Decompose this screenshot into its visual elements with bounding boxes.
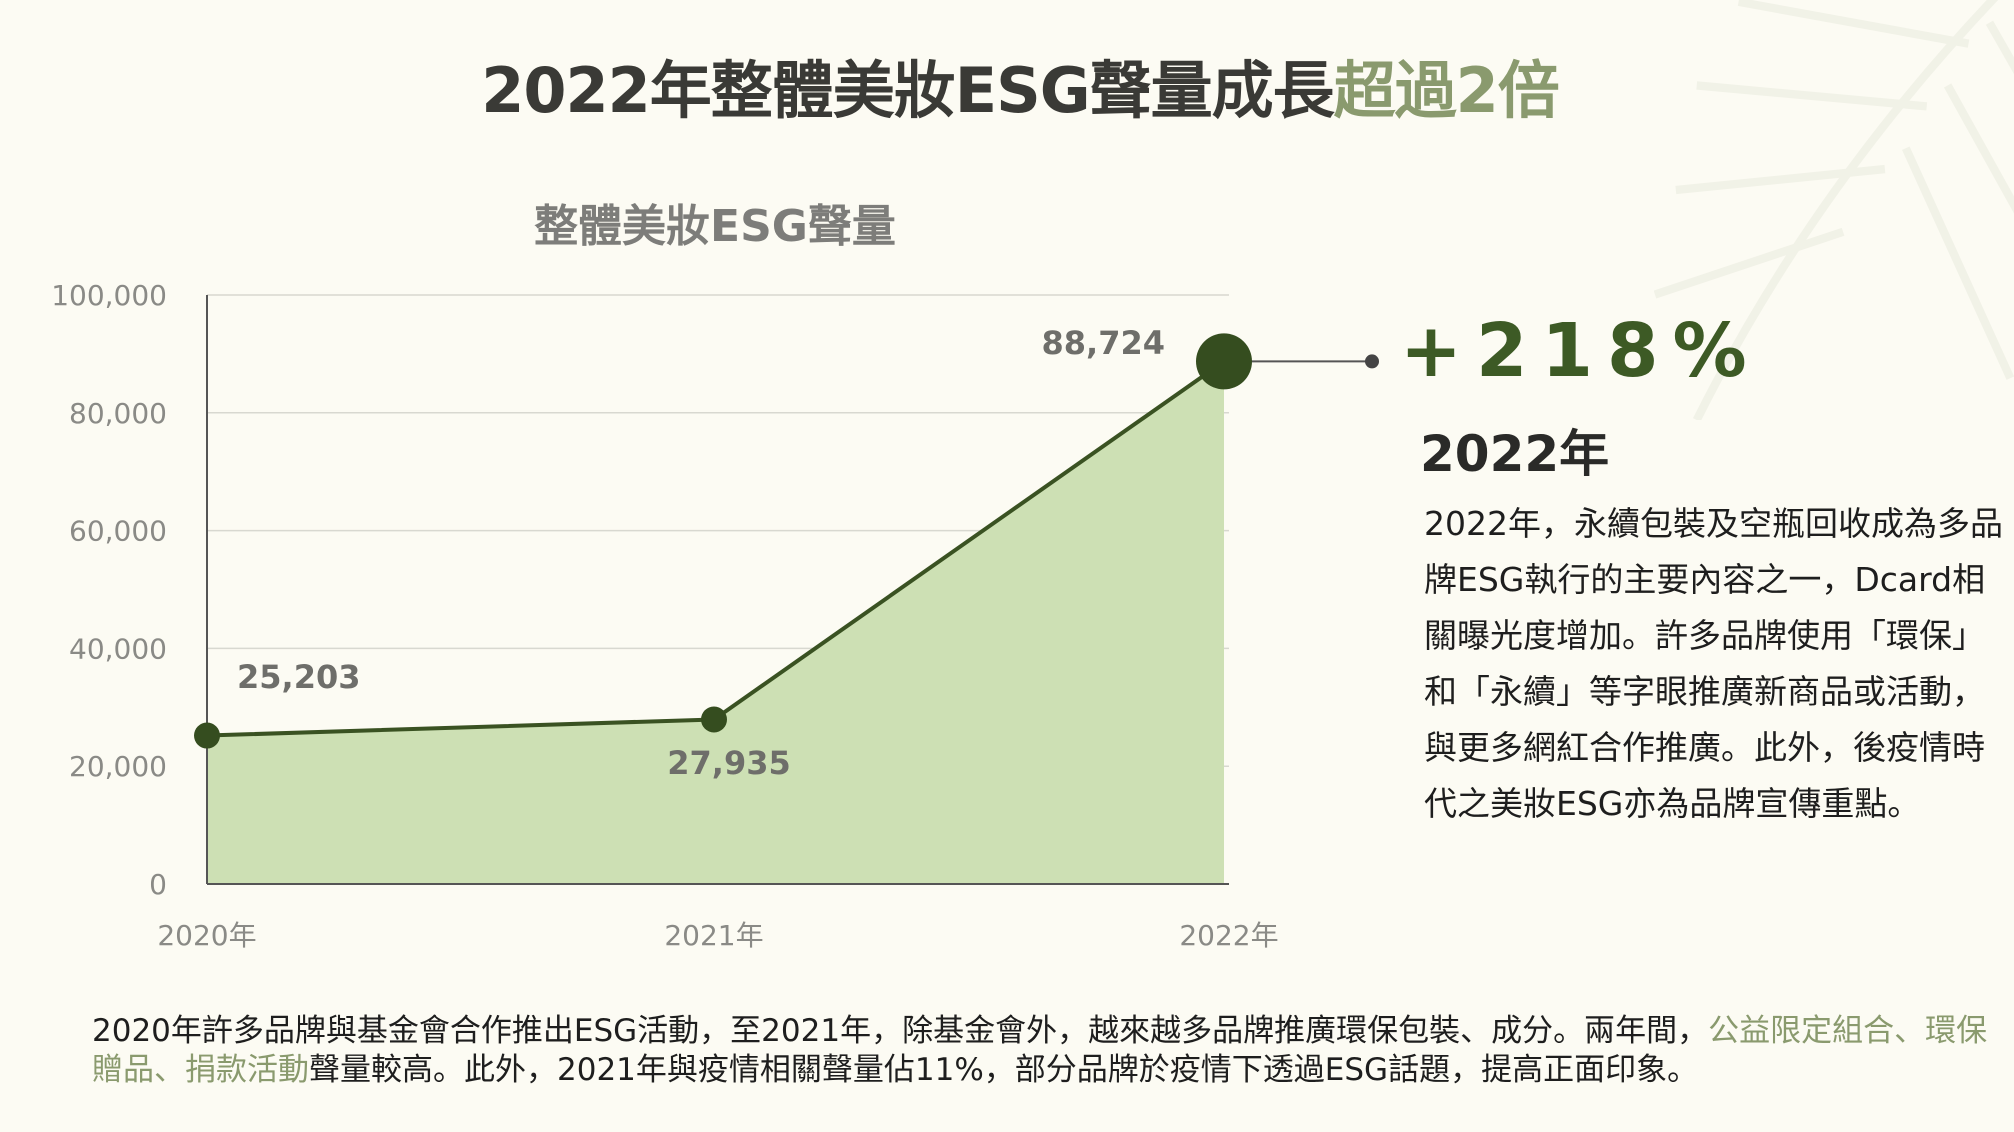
data-label: 25,203 [237, 658, 360, 696]
data-point [1196, 333, 1252, 390]
x-tick-label: 2021年 [664, 919, 763, 952]
main-title-highlight: 超過2倍 [1333, 54, 1560, 127]
growth-percent: +218% [1400, 308, 1761, 394]
footer-text-1: 2020年許多品牌與基金會合作推出ESG活動，至2021年，除基金會外，越來越多… [92, 1013, 1709, 1049]
main-title-text: 2022年整體美妝ESG聲量成長 [481, 54, 1334, 127]
y-tick-label: 60,000 [69, 515, 167, 548]
data-point [194, 722, 220, 749]
y-tick-label: 20,000 [69, 750, 167, 783]
data-point [701, 706, 727, 733]
x-tick-label: 2022年 [1179, 919, 1278, 952]
area-fill [207, 361, 1224, 884]
footer-text-2: 聲量較高。此外，2021年與疫情相關聲量佔11%，部分品牌於疫情下透過ESG話題… [309, 1052, 1699, 1088]
y-tick-label: 40,000 [69, 632, 167, 665]
callout-year: 2022年 [1420, 425, 1610, 483]
y-tick-label: 0 [149, 868, 167, 901]
connector-dot [1365, 354, 1379, 369]
footer-highlight: 公益限定組合、環保贈品、捐款活動 [92, 1013, 1988, 1088]
data-label: 27,935 [667, 744, 790, 782]
footer-summary: 2020年許多品牌與基金會合作推出ESG活動，至2021年，除基金會外，越來越多… [92, 1012, 1992, 1090]
callout-description: 2022年，永續包裝及空瓶回收成為多品牌ESG執行的主要內容之一，Dcard相關… [1424, 504, 2003, 823]
palm-leaf-decoration [1654, 0, 2014, 420]
y-tick-label: 80,000 [69, 397, 167, 430]
chart-title: 整體美妝ESG聲量 [534, 201, 896, 252]
x-tick-label: 2020年 [157, 919, 256, 952]
y-tick-label: 100,000 [51, 279, 167, 312]
data-label: 88,724 [1042, 324, 1165, 362]
main-title: 2022年整體美妝ESG聲量成長超過2倍 [0, 40, 2014, 130]
